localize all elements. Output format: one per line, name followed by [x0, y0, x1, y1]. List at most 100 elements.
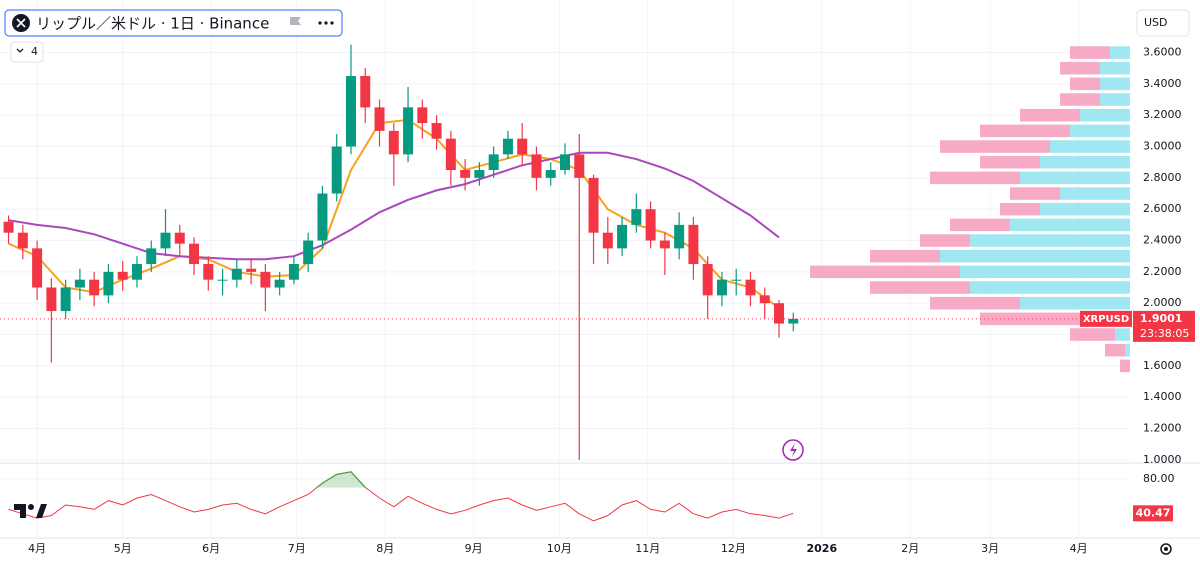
- x-tick-label: 2026: [807, 542, 838, 555]
- candle-body: [602, 232, 613, 249]
- rsi-label-box: [1133, 505, 1173, 522]
- x-tick-label: 8月: [376, 542, 394, 555]
- x-tick-label: 3月: [981, 542, 999, 555]
- volume-profile-down: [980, 124, 1070, 138]
- candle-body: [117, 271, 128, 280]
- volume-profile-down: [930, 171, 1020, 185]
- candle-body: [17, 232, 28, 249]
- candle-body: [345, 76, 356, 147]
- volume-profile-up: [1080, 108, 1130, 122]
- price-label: 1.9001: [1140, 312, 1182, 325]
- currency-box[interactable]: [1136, 9, 1190, 37]
- candle-body: [560, 154, 570, 171]
- candle-body: [103, 271, 114, 296]
- rsi-label: 40.47: [1136, 506, 1171, 519]
- countdown-label: 23:38:05: [1140, 327, 1189, 340]
- volume-profile-up: [1100, 93, 1130, 106]
- candle-body: [231, 268, 242, 280]
- candle-body: [645, 209, 656, 241]
- candle-body: [460, 170, 471, 178]
- more-icon[interactable]: [318, 21, 334, 25]
- candle-body: [788, 318, 799, 324]
- flag-icon[interactable]: [290, 17, 301, 25]
- volume-profile-up: [1100, 77, 1130, 91]
- candle-body: [531, 154, 542, 178]
- volume-profile-down: [810, 265, 960, 279]
- volume-profile-down: [1070, 46, 1110, 59]
- volume-profile-up: [1040, 155, 1130, 169]
- x-tick-label: 5月: [114, 542, 132, 555]
- volume-profile-down: [1060, 61, 1100, 75]
- symbol-label-box: [1080, 310, 1132, 327]
- candle-body: [502, 138, 513, 155]
- y-tick-label: 1.6000: [1143, 359, 1182, 372]
- volume-profile-up: [1070, 124, 1130, 138]
- candle-body: [374, 107, 385, 131]
- candle-body: [474, 170, 485, 178]
- volume-profile-down: [1120, 359, 1130, 373]
- x-tick-label: 11月: [635, 542, 660, 555]
- volume-profile-up: [1110, 46, 1130, 59]
- candle-body: [445, 138, 456, 171]
- symbol-box[interactable]: [4, 9, 343, 37]
- volume-profile-up: [960, 265, 1130, 279]
- x-tick-label: 9月: [465, 542, 483, 555]
- candle-body: [203, 264, 214, 280]
- settings-icon[interactable]: [1160, 543, 1172, 555]
- volume-profile-up: [940, 249, 1130, 263]
- moving-average: [8, 151, 780, 261]
- y-tick-label: 3.6000: [1143, 46, 1182, 59]
- plot: [3, 44, 799, 522]
- candle-body: [274, 279, 285, 288]
- candle-body: [3, 221, 14, 233]
- symbol-label: XRPUSD: [1083, 314, 1129, 325]
- volume-profile-down: [1070, 77, 1100, 91]
- candle-body: [174, 232, 185, 244]
- candle-body: [160, 232, 171, 249]
- y-tick-label: 1.2000: [1143, 422, 1182, 435]
- event-icon: [790, 443, 797, 457]
- candle-body: [488, 154, 499, 171]
- candle-body: [303, 240, 314, 265]
- volume-profile-up: [1100, 61, 1130, 75]
- volume-profile-up: [1040, 202, 1130, 216]
- volume-profile-up: [1020, 296, 1130, 310]
- y-tick-label: 2.8000: [1143, 171, 1182, 184]
- volume-profile-down: [1070, 328, 1115, 341]
- volume-profile-down: [1020, 108, 1080, 122]
- candle-body: [317, 193, 328, 241]
- candle-body: [702, 264, 713, 296]
- settings-icon-center: [1164, 547, 1168, 551]
- candle-body: [32, 248, 43, 288]
- indicators-toggle[interactable]: [10, 41, 44, 63]
- candle-body: [288, 264, 299, 280]
- y-tick-label: 3.4000: [1143, 77, 1182, 90]
- candle-body: [360, 76, 371, 108]
- x-tick-label: 7月: [288, 542, 306, 555]
- candle-body: [588, 177, 599, 233]
- candle-body: [74, 279, 85, 288]
- candle-body: [716, 279, 727, 296]
- volume-profile-up: [1020, 171, 1130, 185]
- candle-body: [131, 264, 142, 280]
- volume-profile-down: [920, 234, 970, 247]
- volume-profile-up: [970, 234, 1130, 247]
- candle-body: [745, 279, 756, 296]
- y-tick-label: 1.4000: [1143, 390, 1182, 403]
- candle-body: [659, 240, 670, 249]
- volume-profile-down: [1060, 93, 1100, 106]
- candle-body: [545, 170, 556, 178]
- volume-profile-down: [1010, 187, 1060, 200]
- volume-profile-up: [1050, 140, 1130, 153]
- candle-body: [759, 295, 770, 304]
- volume-profile-down: [930, 296, 1020, 310]
- volume-profile-up: [1125, 343, 1130, 357]
- candle-body: [617, 224, 628, 249]
- candle-body: [331, 146, 342, 194]
- volume-profile-down: [1000, 202, 1040, 216]
- symbol-icon-mark: [16, 18, 26, 28]
- volume-profile-down: [980, 155, 1040, 169]
- candle-body: [774, 303, 785, 324]
- rsi-tick-label: 80.00: [1143, 472, 1175, 485]
